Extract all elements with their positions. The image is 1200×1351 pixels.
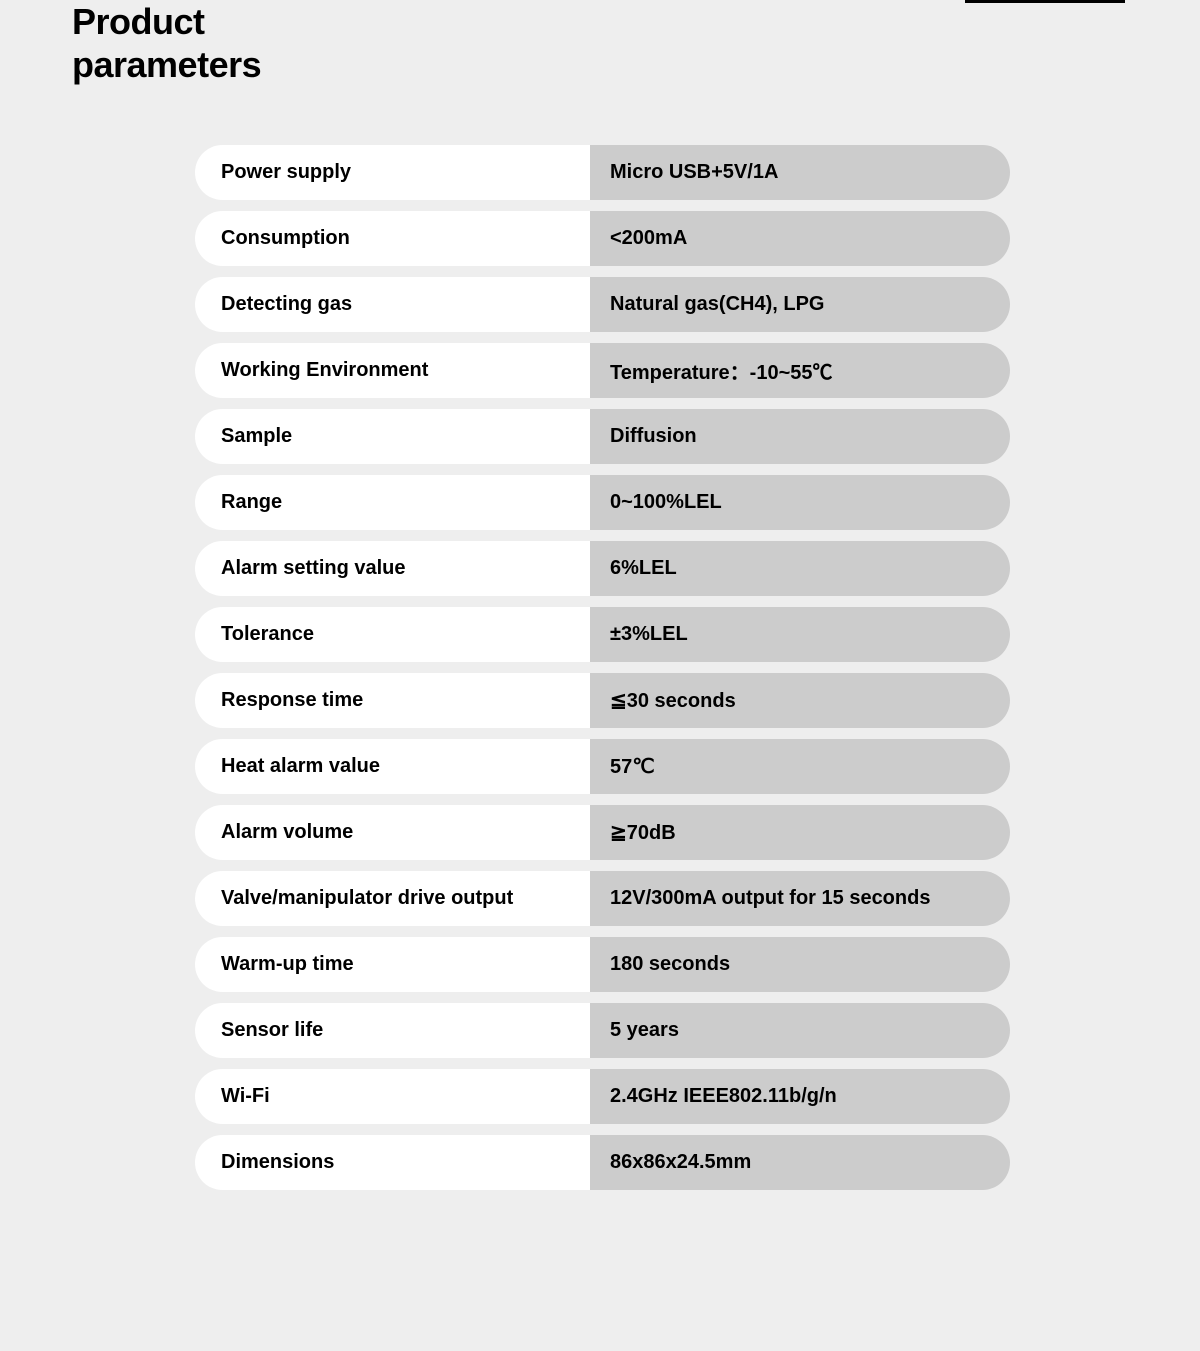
table-row: Working EnvironmentTemperature：-10~55℃	[195, 343, 1010, 398]
param-label: Tolerance	[195, 607, 590, 662]
param-label: Power supply	[195, 145, 590, 200]
param-value: 2.4GHz IEEE802.11b/g/n	[590, 1069, 1010, 1124]
param-label: Valve/manipulator drive output	[195, 871, 590, 926]
param-label: Consumption	[195, 211, 590, 266]
top-divider	[965, 0, 1125, 3]
param-value: ±3%LEL	[590, 607, 1010, 662]
param-label: Heat alarm value	[195, 739, 590, 794]
param-value: Natural gas(CH4), LPG	[590, 277, 1010, 332]
param-value: 12V/300mA output for 15 seconds	[590, 871, 1010, 926]
table-row: Dimensions86x86x24.5mm	[195, 1135, 1010, 1190]
table-row: Range0~100%LEL	[195, 475, 1010, 530]
param-label: Sensor life	[195, 1003, 590, 1058]
table-row: Consumption<200mA	[195, 211, 1010, 266]
page-title: Product parameters	[72, 0, 261, 86]
param-label: Response time	[195, 673, 590, 728]
param-value: <200mA	[590, 211, 1010, 266]
param-value: 57℃	[590, 739, 1010, 794]
param-label: Alarm volume	[195, 805, 590, 860]
param-label: Alarm setting value	[195, 541, 590, 596]
parameters-table: Power supplyMicro USB+5V/1AConsumption<2…	[195, 145, 1010, 1201]
param-value: ≦30 seconds	[590, 673, 1010, 728]
param-value: 0~100%LEL	[590, 475, 1010, 530]
table-row: Detecting gasNatural gas(CH4), LPG	[195, 277, 1010, 332]
page-title-line1: Product	[72, 1, 205, 42]
table-row: Sensor life5 years	[195, 1003, 1010, 1058]
table-row: Warm-up time180 seconds	[195, 937, 1010, 992]
param-label: Wi-Fi	[195, 1069, 590, 1124]
param-label: Detecting gas	[195, 277, 590, 332]
param-label: Range	[195, 475, 590, 530]
table-row: Response time≦30 seconds	[195, 673, 1010, 728]
table-row: Wi-Fi2.4GHz IEEE802.11b/g/n	[195, 1069, 1010, 1124]
table-row: SampleDiffusion	[195, 409, 1010, 464]
param-label: Warm-up time	[195, 937, 590, 992]
page-title-line2: parameters	[72, 44, 261, 85]
param-value: 5 years	[590, 1003, 1010, 1058]
table-row: Tolerance±3%LEL	[195, 607, 1010, 662]
table-row: Valve/manipulator drive output12V/300mA …	[195, 871, 1010, 926]
param-label: Sample	[195, 409, 590, 464]
param-value: 86x86x24.5mm	[590, 1135, 1010, 1190]
param-value: Diffusion	[590, 409, 1010, 464]
param-value: Micro USB+5V/1A	[590, 145, 1010, 200]
param-value: ≧70dB	[590, 805, 1010, 860]
table-row: Heat alarm value57℃	[195, 739, 1010, 794]
param-label: Working Environment	[195, 343, 590, 398]
param-label: Dimensions	[195, 1135, 590, 1190]
param-value: 180 seconds	[590, 937, 1010, 992]
table-row: Power supplyMicro USB+5V/1A	[195, 145, 1010, 200]
table-row: Alarm volume≧70dB	[195, 805, 1010, 860]
table-row: Alarm setting value6%LEL	[195, 541, 1010, 596]
param-value: Temperature：-10~55℃	[590, 343, 1010, 398]
param-value: 6%LEL	[590, 541, 1010, 596]
